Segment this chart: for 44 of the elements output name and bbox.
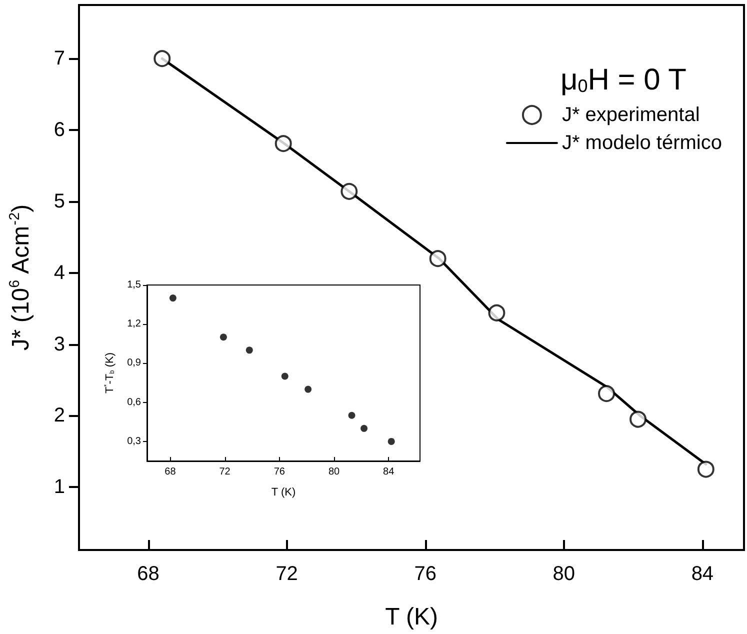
y-tick-label: 1 xyxy=(54,476,65,498)
legend-label: J* experimental xyxy=(562,104,700,126)
y-tick-label: 6 xyxy=(54,119,65,141)
x-tick-label: 80 xyxy=(552,563,576,585)
x-axis-title: T (K) xyxy=(385,604,438,630)
point xyxy=(169,294,176,302)
point xyxy=(630,410,647,428)
y-axis-title: J* (106 Acm-2) xyxy=(7,204,34,351)
legend-label: J* modelo térmico xyxy=(562,132,722,154)
y-tick-label: 3 xyxy=(54,333,65,356)
annotation: μ0H = 0 T xyxy=(560,64,686,96)
y-tick-label: 1,5 xyxy=(127,280,142,290)
point xyxy=(340,182,358,200)
x-tick-label: 72 xyxy=(219,466,231,478)
x-tick-label: 68 xyxy=(137,563,160,585)
point xyxy=(220,334,227,341)
y-tick-label: 1,2 xyxy=(127,318,142,330)
point xyxy=(388,438,395,445)
point xyxy=(281,372,288,380)
y-tick-label: 5 xyxy=(54,190,65,212)
x-tick-label: 68 xyxy=(164,466,176,478)
y-tick-label: 4 xyxy=(54,262,65,284)
x-tick-label: 80 xyxy=(328,466,340,478)
point xyxy=(348,412,356,419)
point xyxy=(154,50,171,68)
x-axis-title: T (K) xyxy=(271,486,296,498)
y-tick-label: 0,9 xyxy=(127,358,142,369)
point xyxy=(697,460,714,478)
point xyxy=(304,386,312,393)
point xyxy=(246,346,253,354)
y-tick-label: 2 xyxy=(54,404,65,427)
y-tick-label: 7 xyxy=(54,48,65,70)
y-tick-label: 0,3 xyxy=(127,436,142,447)
point xyxy=(598,385,615,402)
y-tick-label: 0,6 xyxy=(127,396,142,408)
point xyxy=(360,424,368,432)
x-tick-label: 72 xyxy=(276,563,298,585)
point xyxy=(274,135,292,152)
x-tick-label: 76 xyxy=(274,466,286,478)
point xyxy=(488,304,506,322)
point xyxy=(429,250,446,268)
x-tick-label: 84 xyxy=(383,466,395,478)
x-tick-label: 84 xyxy=(691,563,714,585)
x-tick-label: 76 xyxy=(414,563,436,585)
